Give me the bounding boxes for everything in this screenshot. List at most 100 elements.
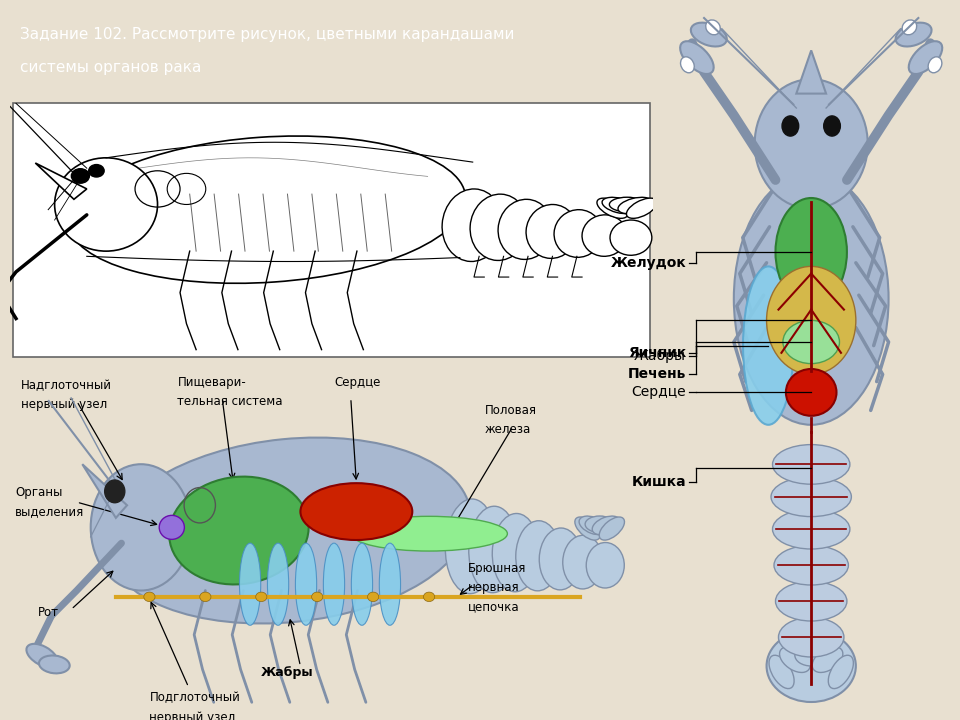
Ellipse shape: [268, 543, 289, 625]
Ellipse shape: [599, 517, 624, 540]
Text: цепочка: цепочка: [468, 600, 520, 613]
Ellipse shape: [743, 266, 794, 425]
Ellipse shape: [554, 210, 602, 257]
Ellipse shape: [351, 543, 372, 625]
Ellipse shape: [618, 197, 652, 214]
Text: Сердце: Сердце: [334, 376, 380, 389]
Circle shape: [105, 480, 125, 503]
Text: Пищевари-: Пищевари-: [178, 376, 246, 389]
Text: нервная: нервная: [468, 581, 520, 594]
Ellipse shape: [423, 592, 435, 602]
Ellipse shape: [470, 194, 528, 261]
Ellipse shape: [896, 22, 931, 47]
Ellipse shape: [627, 198, 658, 218]
FancyBboxPatch shape: [12, 104, 650, 357]
Ellipse shape: [540, 528, 582, 590]
Ellipse shape: [350, 516, 508, 551]
Polygon shape: [83, 464, 127, 518]
Ellipse shape: [681, 57, 694, 73]
Ellipse shape: [592, 516, 620, 535]
Ellipse shape: [681, 41, 713, 74]
Circle shape: [88, 165, 104, 177]
Ellipse shape: [55, 158, 157, 251]
Ellipse shape: [108, 438, 470, 624]
Text: Печень: Печень: [628, 367, 686, 382]
Ellipse shape: [300, 483, 412, 540]
Ellipse shape: [526, 204, 578, 258]
Ellipse shape: [780, 647, 810, 672]
Text: Жабры: Жабры: [635, 349, 686, 364]
Text: Яичник: Яичник: [628, 346, 686, 360]
Ellipse shape: [602, 197, 636, 214]
Ellipse shape: [587, 543, 624, 588]
Ellipse shape: [27, 644, 58, 667]
Ellipse shape: [795, 644, 828, 666]
Ellipse shape: [706, 20, 720, 35]
Ellipse shape: [579, 516, 607, 535]
Ellipse shape: [368, 592, 379, 602]
Text: системы органов рака: системы органов рака: [20, 60, 202, 76]
Ellipse shape: [443, 189, 503, 261]
Ellipse shape: [733, 173, 889, 425]
Ellipse shape: [239, 543, 261, 625]
Ellipse shape: [773, 510, 850, 549]
Ellipse shape: [468, 506, 518, 593]
Ellipse shape: [610, 220, 652, 256]
Ellipse shape: [200, 592, 211, 602]
Ellipse shape: [774, 546, 849, 585]
Ellipse shape: [812, 647, 843, 672]
Text: нервный узел: нервный узел: [21, 398, 107, 411]
Text: Органы: Органы: [15, 486, 62, 499]
Ellipse shape: [379, 543, 400, 625]
Ellipse shape: [159, 516, 184, 539]
Ellipse shape: [902, 20, 917, 35]
Text: Задание 102. Рассмотрите рисунок, цветными карандашами: Задание 102. Рассмотрите рисунок, цветны…: [20, 27, 515, 42]
Text: Половая: Половая: [485, 404, 537, 417]
Ellipse shape: [586, 516, 614, 532]
Polygon shape: [796, 50, 826, 94]
Ellipse shape: [771, 477, 852, 517]
Circle shape: [782, 116, 799, 136]
Ellipse shape: [776, 198, 847, 306]
Text: Желудок: Желудок: [611, 256, 686, 270]
Ellipse shape: [779, 617, 844, 657]
Text: Жабры: Жабры: [261, 666, 314, 679]
Ellipse shape: [516, 521, 561, 591]
Ellipse shape: [445, 499, 496, 594]
Ellipse shape: [828, 655, 853, 688]
Ellipse shape: [928, 57, 942, 73]
Circle shape: [824, 116, 840, 136]
Ellipse shape: [498, 199, 553, 259]
Ellipse shape: [68, 136, 466, 283]
Ellipse shape: [776, 582, 847, 621]
Ellipse shape: [492, 513, 540, 592]
Text: выделения: выделения: [15, 505, 84, 518]
Ellipse shape: [144, 592, 155, 602]
Ellipse shape: [766, 630, 855, 702]
Text: железа: железа: [485, 423, 531, 436]
Ellipse shape: [755, 79, 868, 209]
Ellipse shape: [610, 197, 645, 212]
Ellipse shape: [312, 592, 323, 602]
Ellipse shape: [597, 198, 628, 218]
Text: Кишка: Кишка: [632, 475, 686, 490]
Ellipse shape: [169, 477, 309, 585]
Ellipse shape: [324, 543, 345, 625]
Circle shape: [71, 168, 89, 183]
Ellipse shape: [766, 266, 855, 374]
Ellipse shape: [563, 535, 603, 589]
Ellipse shape: [255, 592, 267, 602]
Polygon shape: [36, 163, 86, 199]
Text: нервный узел: нервный узел: [150, 711, 235, 720]
Text: Брюшная: Брюшная: [468, 562, 527, 575]
Ellipse shape: [773, 444, 850, 484]
Ellipse shape: [582, 215, 627, 256]
Ellipse shape: [783, 320, 839, 364]
Text: Рот: Рот: [37, 606, 59, 619]
Ellipse shape: [786, 369, 836, 416]
Ellipse shape: [575, 517, 600, 540]
Ellipse shape: [39, 655, 70, 673]
Text: тельная система: тельная система: [178, 395, 283, 408]
Text: Надглоточный: Надглоточный: [21, 379, 111, 392]
Text: Сердце: Сердце: [632, 385, 686, 400]
